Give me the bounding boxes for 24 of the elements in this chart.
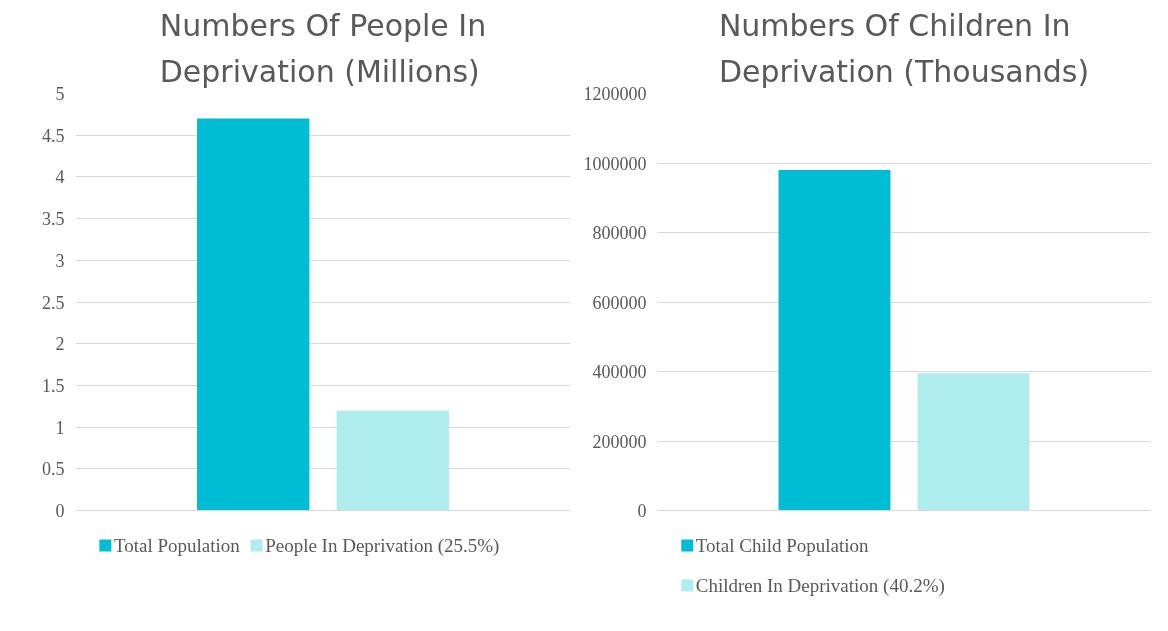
y-tick-label: 2.5 [42,292,65,313]
y-tick-label: 2 [55,334,65,355]
y-tick-label: 3.5 [42,209,65,230]
chart-title: Numbers Of People In Deprivation (Millions) [159,8,487,89]
y-tick-label: 5 [55,84,65,104]
y-tick-label: 200000 [592,431,647,452]
chart-title: Numbers Of Children In Deprivation (Thousands) [718,8,1090,89]
legend-label: Children In Deprivation (40.2%) [695,575,945,597]
y-tick-label: 0 [55,501,65,521]
legend-label: People In Deprivation (25.5%) [265,535,500,557]
y-tick-label: 1.5 [42,375,65,396]
y-tick-label: 4.5 [42,125,65,146]
y-tick-label: 400000 [592,362,647,382]
y-tick-label: 3 [55,250,65,271]
y-tick-label: 4 [55,167,65,188]
legend-label: Total Child Population [695,535,870,556]
y-tick-label: 1 [55,417,65,438]
y-tick-label: 0.5 [42,459,65,480]
y-tick-label: 600000 [592,292,647,313]
y-tick-label: 1200000 [583,84,647,104]
y-tick-label: 0 [637,501,647,521]
y-tick-label: 800000 [592,223,647,243]
legend-label: Total Population [113,535,241,556]
y-tick-label: 1000000 [583,153,647,174]
